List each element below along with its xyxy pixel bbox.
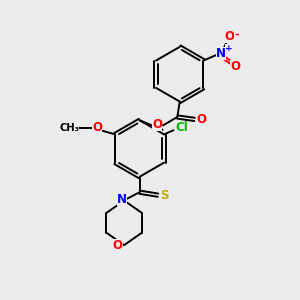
Text: O: O — [196, 112, 206, 126]
Text: S: S — [160, 189, 169, 202]
Text: O: O — [224, 30, 234, 43]
Text: +: + — [225, 44, 232, 53]
Text: Cl: Cl — [175, 122, 188, 134]
Text: O: O — [112, 239, 123, 252]
Text: O: O — [152, 118, 162, 131]
Text: O: O — [92, 122, 102, 134]
Text: O: O — [230, 60, 240, 73]
Text: -: - — [234, 30, 239, 40]
Text: N: N — [216, 47, 226, 60]
Text: CH₃: CH₃ — [59, 123, 80, 133]
Text: N: N — [117, 194, 127, 206]
